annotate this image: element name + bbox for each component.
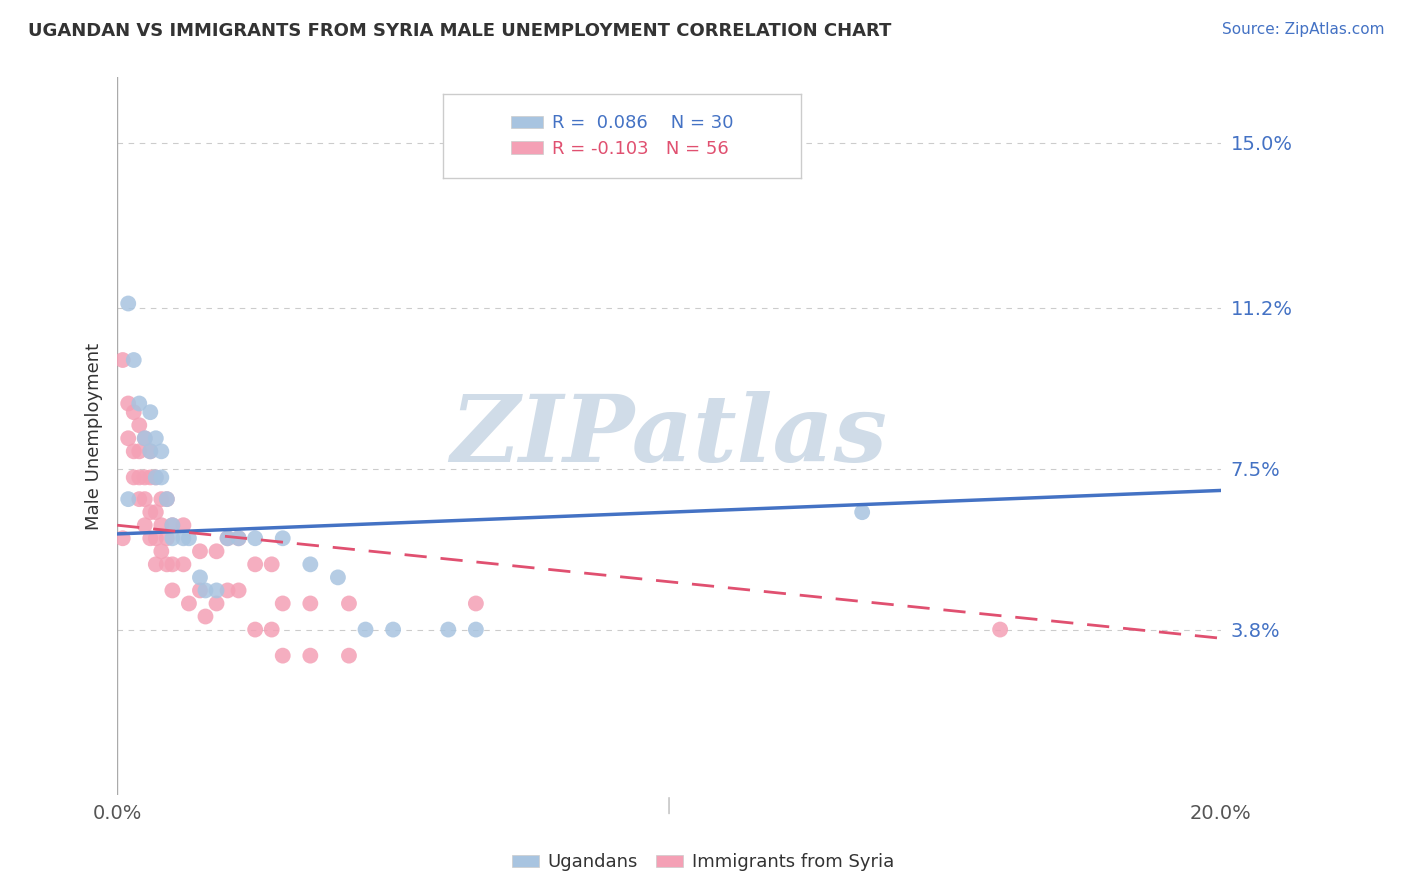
Point bbox=[139, 444, 162, 458]
Point bbox=[134, 470, 156, 484]
Point bbox=[156, 531, 179, 545]
Point bbox=[145, 470, 167, 484]
Point bbox=[177, 597, 200, 611]
Point bbox=[217, 531, 239, 545]
Point bbox=[134, 431, 156, 445]
Point bbox=[172, 531, 194, 545]
Point bbox=[382, 623, 405, 637]
Point bbox=[150, 444, 173, 458]
Point bbox=[122, 444, 145, 458]
Point bbox=[139, 405, 162, 419]
Point bbox=[271, 531, 294, 545]
Point bbox=[117, 296, 139, 310]
Point bbox=[194, 609, 217, 624]
Point bbox=[205, 583, 228, 598]
Point bbox=[162, 518, 184, 533]
Point bbox=[988, 623, 1011, 637]
Point bbox=[122, 405, 145, 419]
Point bbox=[177, 531, 200, 545]
Point bbox=[205, 544, 228, 558]
Point bbox=[162, 531, 184, 545]
Point bbox=[260, 623, 283, 637]
Point bbox=[188, 583, 211, 598]
Point bbox=[217, 583, 239, 598]
Point bbox=[337, 648, 360, 663]
Point bbox=[299, 648, 322, 663]
Point bbox=[194, 583, 217, 598]
Point bbox=[150, 470, 173, 484]
Point bbox=[145, 505, 167, 519]
Point bbox=[243, 531, 266, 545]
Point bbox=[111, 353, 134, 368]
Point bbox=[145, 431, 167, 445]
Text: ZIPatlas: ZIPatlas bbox=[450, 391, 887, 481]
Point bbox=[437, 623, 460, 637]
Point bbox=[243, 558, 266, 572]
Point bbox=[228, 531, 250, 545]
Point bbox=[162, 583, 184, 598]
Point bbox=[205, 597, 228, 611]
Point bbox=[228, 583, 250, 598]
Point bbox=[156, 492, 179, 507]
Point bbox=[299, 558, 322, 572]
Point bbox=[145, 558, 167, 572]
Point bbox=[354, 623, 377, 637]
Point bbox=[122, 353, 145, 368]
Point bbox=[337, 597, 360, 611]
Point bbox=[243, 623, 266, 637]
Point bbox=[162, 558, 184, 572]
Point bbox=[128, 396, 150, 410]
Point bbox=[134, 431, 156, 445]
Point bbox=[111, 531, 134, 545]
Point bbox=[188, 570, 211, 584]
Point bbox=[128, 444, 150, 458]
Point bbox=[156, 558, 179, 572]
Point bbox=[217, 531, 239, 545]
Point bbox=[851, 505, 873, 519]
Point bbox=[156, 492, 179, 507]
Point bbox=[128, 418, 150, 433]
Point bbox=[464, 623, 486, 637]
Point bbox=[117, 492, 139, 507]
Point bbox=[150, 544, 173, 558]
Text: Source: ZipAtlas.com: Source: ZipAtlas.com bbox=[1222, 22, 1385, 37]
Point bbox=[271, 597, 294, 611]
Point bbox=[145, 531, 167, 545]
Point bbox=[326, 570, 349, 584]
Legend: Ugandans, Immigrants from Syria: Ugandans, Immigrants from Syria bbox=[505, 847, 901, 879]
Point bbox=[188, 544, 211, 558]
Point bbox=[162, 518, 184, 533]
Point bbox=[228, 531, 250, 545]
Y-axis label: Male Unemployment: Male Unemployment bbox=[86, 343, 103, 530]
Legend: R =  0.086    N = 30, R = -0.103   N = 56: R = 0.086 N = 30, R = -0.103 N = 56 bbox=[503, 107, 741, 165]
Point bbox=[139, 505, 162, 519]
Point bbox=[134, 492, 156, 507]
Point bbox=[172, 518, 194, 533]
Point bbox=[271, 648, 294, 663]
Point bbox=[172, 558, 194, 572]
Text: UGANDAN VS IMMIGRANTS FROM SYRIA MALE UNEMPLOYMENT CORRELATION CHART: UGANDAN VS IMMIGRANTS FROM SYRIA MALE UN… bbox=[28, 22, 891, 40]
Point bbox=[464, 597, 486, 611]
Point bbox=[145, 470, 167, 484]
Point bbox=[139, 531, 162, 545]
Point bbox=[134, 518, 156, 533]
Point bbox=[150, 492, 173, 507]
Point bbox=[128, 470, 150, 484]
Point bbox=[128, 492, 150, 507]
Point bbox=[117, 431, 139, 445]
Point bbox=[299, 597, 322, 611]
Point bbox=[150, 518, 173, 533]
Point bbox=[260, 558, 283, 572]
Point bbox=[139, 444, 162, 458]
Point bbox=[139, 470, 162, 484]
Point bbox=[122, 470, 145, 484]
Point bbox=[117, 396, 139, 410]
